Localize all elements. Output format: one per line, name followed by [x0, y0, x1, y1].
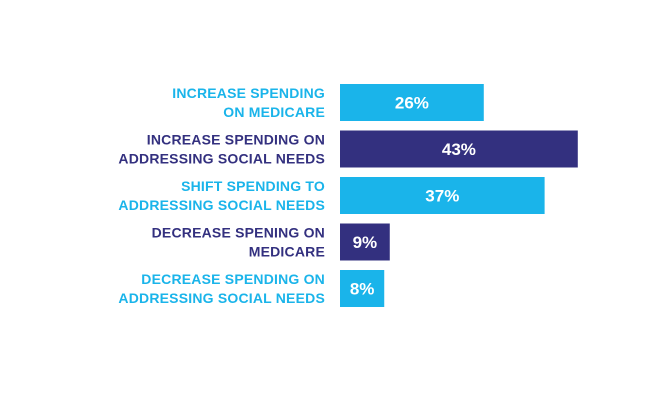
bar-value-label: 8%	[350, 280, 375, 299]
bar-value-label: 26%	[395, 94, 429, 113]
category-label: ADDRESSING SOCIAL NEEDS	[118, 151, 325, 167]
bar	[340, 84, 484, 121]
bar	[340, 130, 578, 168]
bar	[340, 223, 390, 261]
category-label: ADDRESSING SOCIAL NEEDS	[118, 290, 325, 306]
bar-group: 26% INCREASE SPENDING ON MEDICARE	[172, 84, 484, 121]
bar-group: 9% DECREASE SPENING ON MEDICARE	[152, 223, 390, 261]
bar-value-label: 43%	[442, 140, 476, 159]
bar-group: 8% DECREASE SPENDING ON ADDRESSING SOCIAL …	[118, 270, 385, 307]
bar-group: 43% INCREASE SPENDING ON ADDRESSING SOCIAL…	[118, 130, 578, 168]
category-label: DECREASE SPENDING ON	[141, 271, 325, 287]
category-label: DECREASE SPENING ON	[152, 225, 325, 241]
category-label: INCREASE SPENDING ON	[147, 132, 325, 148]
category-label: INCREASE SPENDING	[172, 85, 325, 101]
bar	[340, 177, 545, 214]
bar-value-label: 9%	[353, 233, 378, 252]
bar-value-label: 37%	[425, 187, 459, 206]
bar	[340, 270, 385, 307]
bar-group: 37% SHIFT SPENDING TO ADDRESSING SOCIAL NE…	[118, 177, 545, 214]
category-label: ADDRESSING SOCIAL NEEDS	[118, 197, 325, 213]
category-label: ON MEDICARE	[223, 104, 325, 120]
category-label: MEDICARE	[249, 244, 325, 260]
category-label: SHIFT SPENDING TO	[181, 178, 325, 194]
